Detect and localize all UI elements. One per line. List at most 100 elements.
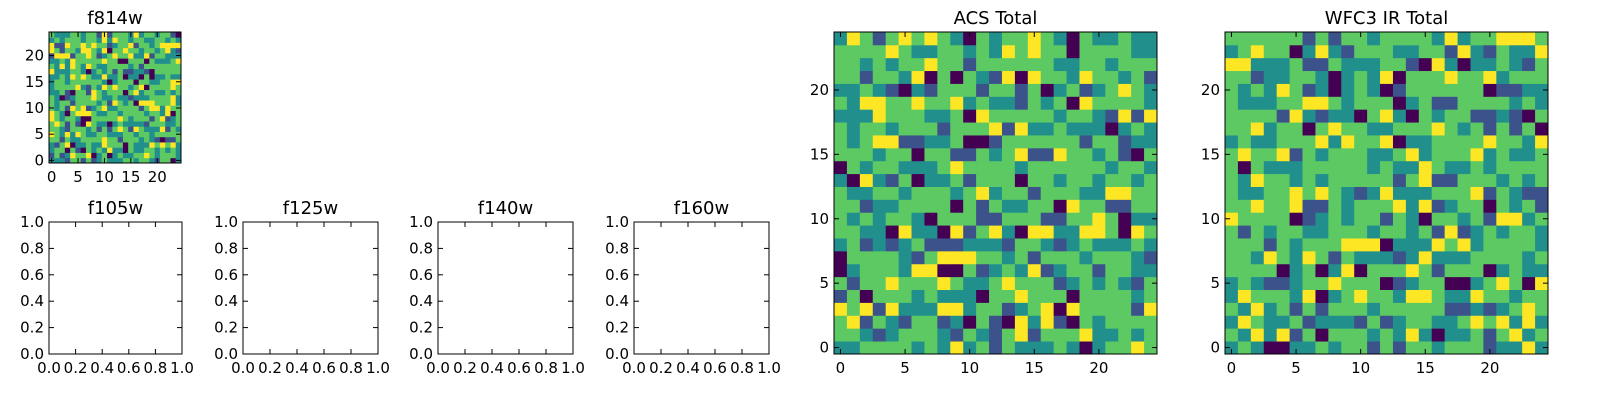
heatmap-cell (165, 136, 171, 143)
heatmap-cell (101, 84, 108, 91)
heatmap-cell (101, 100, 108, 106)
heatmap-cell (1405, 32, 1420, 46)
heatmap-cell (154, 47, 161, 54)
heatmap-cell (1225, 199, 1239, 213)
heatmap-cell (54, 115, 60, 122)
heatmap-cell (1066, 289, 1080, 303)
heatmap-cell (1263, 263, 1278, 278)
heatmap-cell (1328, 96, 1342, 110)
heatmap-cell (1470, 238, 1484, 252)
heatmap-cell (91, 110, 97, 117)
heatmap-cell (128, 121, 134, 127)
heatmap-cell (1225, 147, 1239, 162)
heatmap-cell (144, 37, 150, 43)
heatmap-cell (1066, 302, 1080, 316)
heatmap-cell (950, 186, 964, 200)
heatmap-cell (872, 160, 887, 175)
heatmap-cell (1014, 44, 1029, 59)
heatmap-cell (144, 84, 150, 91)
heatmap-cell (1509, 122, 1523, 136)
axes-frame (633, 221, 770, 355)
heatmap-cell (963, 315, 977, 329)
heatmap-cell (133, 147, 140, 153)
heatmap-cell (846, 315, 861, 329)
heatmap-cell (1014, 96, 1029, 110)
heatmap-cell (1014, 83, 1029, 97)
heatmap-cell (64, 142, 71, 148)
heatmap-cell (1341, 212, 1355, 226)
heatmap-cell (159, 147, 166, 153)
heatmap-cell (75, 42, 82, 49)
heatmap-cell (1118, 135, 1132, 149)
heatmap-cell (1237, 32, 1252, 46)
heatmap-cell (107, 110, 113, 117)
heatmap-cell (1535, 57, 1549, 72)
heatmap-cell (976, 276, 990, 290)
heatmap-cell (112, 79, 119, 85)
heatmap-cell (1105, 173, 1119, 187)
heatmap-cell (85, 131, 92, 138)
heatmap-cell (59, 63, 66, 70)
heatmap-cell (138, 37, 145, 43)
heatmap-cell (70, 126, 76, 132)
heatmap-cell (1014, 57, 1029, 72)
heatmap-cell (1144, 160, 1158, 175)
heatmap-cell (149, 32, 155, 38)
heatmap-cell (872, 289, 887, 303)
heatmap-cell (1001, 315, 1016, 329)
heatmap-cell (170, 73, 177, 80)
heatmap-cell (128, 47, 134, 54)
heatmap-cell (1444, 70, 1458, 84)
heatmap-cell (1079, 160, 1093, 175)
heatmap-cell (846, 250, 861, 265)
heatmap-cell (1118, 83, 1132, 97)
heatmap-cell (1522, 122, 1536, 136)
heatmap-cell (133, 84, 140, 91)
heatmap-cell (1289, 44, 1303, 59)
y-tick-label: 0.4 (214, 292, 238, 310)
heatmap-cell (937, 70, 951, 84)
heatmap-cell (976, 328, 990, 342)
heatmap-cell (64, 68, 71, 75)
heatmap-cell (1483, 225, 1497, 239)
heatmap-cell (1444, 173, 1458, 187)
heatmap-cell (885, 135, 899, 149)
heatmap-cell (911, 315, 925, 329)
heatmap-cell (1444, 341, 1458, 355)
heatmap-cell (1040, 341, 1055, 355)
heatmap-cell (1535, 263, 1549, 278)
heatmap-cell (989, 302, 1003, 316)
heatmap-cell (1341, 263, 1355, 278)
heatmap-cell (107, 42, 113, 49)
heatmap-cell (1237, 315, 1252, 329)
heatmap-cell (75, 73, 82, 80)
heatmap-cell (159, 58, 166, 64)
x-tick-label: 0 (47, 168, 57, 186)
heatmap-cell (1250, 96, 1265, 110)
heatmap-cell (1470, 32, 1484, 46)
heatmap-cell (924, 109, 938, 123)
heatmap-cell (1225, 109, 1239, 123)
heatmap-cell (1105, 225, 1119, 239)
heatmap-cell (1522, 199, 1536, 213)
heatmap-cell (937, 263, 951, 278)
heatmap-cell (1302, 109, 1316, 123)
y-tick-label: 0.2 (409, 319, 433, 337)
heatmap-cell (64, 47, 71, 54)
heatmap-cell (1470, 199, 1484, 213)
heatmap-cell (911, 250, 925, 265)
y-tick-label: 5 (34, 125, 44, 143)
heatmap-cell (989, 173, 1003, 187)
heatmap-cell (1250, 135, 1265, 149)
heatmap-cell (64, 58, 71, 64)
heatmap-cell (1444, 83, 1458, 97)
heatmap-cell (91, 147, 97, 153)
heatmap-cell (872, 147, 887, 162)
heatmap-cell (885, 57, 899, 72)
heatmap-cell (1027, 83, 1042, 97)
heatmap-cell (1509, 173, 1523, 187)
heatmap-cell (1380, 263, 1394, 278)
heatmap-cell (75, 52, 82, 59)
heatmap-cell (1289, 186, 1303, 200)
heatmap-cell (91, 105, 97, 111)
